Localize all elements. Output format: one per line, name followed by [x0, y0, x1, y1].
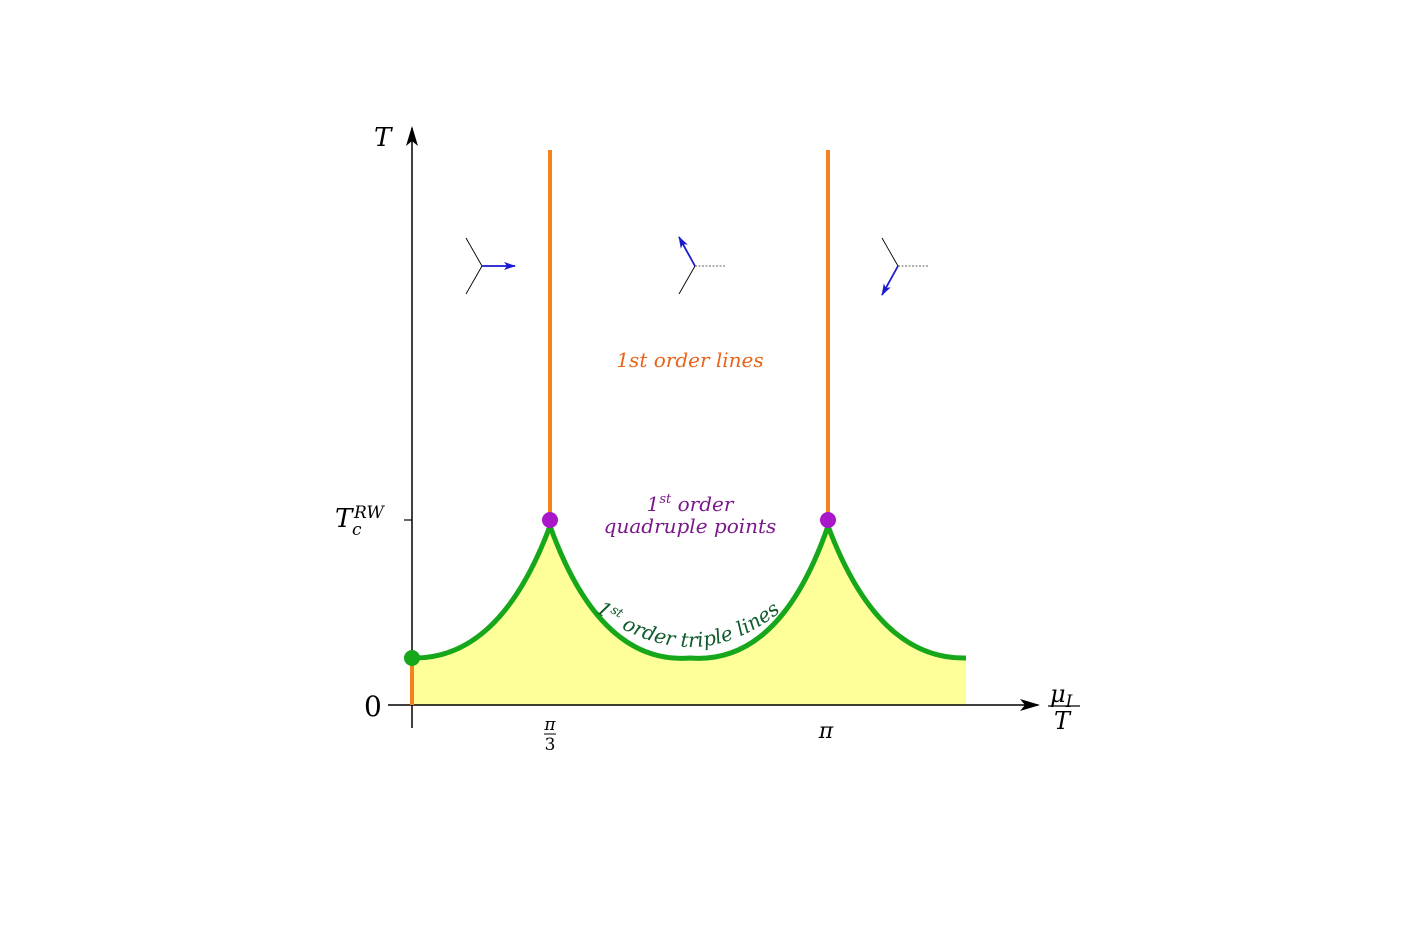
svg-text:1st order: 1st order [647, 492, 735, 516]
quadruple-points-sup: st [659, 492, 672, 507]
quadruple-points-label: 1st order quadruple points [604, 492, 777, 538]
quadruple-points-one: 1 [647, 492, 660, 516]
x-axis-label-mu: μ [1050, 680, 1066, 708]
y-tick-zero: 0 [364, 690, 382, 723]
quadruple-points-line2: quadruple points [604, 514, 777, 538]
x-axis-label-sub: I [1065, 692, 1073, 712]
x-axis-label-den: T [1054, 707, 1072, 735]
quadruple-points-order: order [671, 492, 735, 516]
y-tick-trw-main: T [335, 504, 354, 534]
y-axis-label: T [374, 123, 393, 153]
y-tick-trw-sup: RW [353, 503, 385, 523]
quadruple-point-pi3 [542, 512, 558, 528]
first-order-lines-label: 1st order lines [616, 348, 763, 372]
quadruple-point-pi [820, 512, 836, 528]
x-tick-pi3-num: π [543, 715, 556, 735]
x-tick-pi: π [818, 719, 834, 744]
y-tick-trw-sub: c [352, 520, 362, 540]
polyakov-icon-right [881, 237, 929, 296]
low-temperature-region [412, 526, 966, 705]
x-axis-label: μI T [1048, 680, 1080, 735]
polyakov-icon-middle [678, 236, 726, 295]
svg-text:T: T [335, 504, 354, 534]
x-tick-pi-over-3: π 3 [543, 715, 556, 755]
green-endpoint [404, 650, 420, 666]
svg-text:μI: μI [1050, 680, 1073, 712]
triple-line-curve [411, 523, 967, 661]
polyakov-icon-left [465, 237, 516, 295]
x-tick-pi3-den: 3 [545, 735, 556, 755]
y-tick-trw: T RW c [335, 503, 385, 540]
